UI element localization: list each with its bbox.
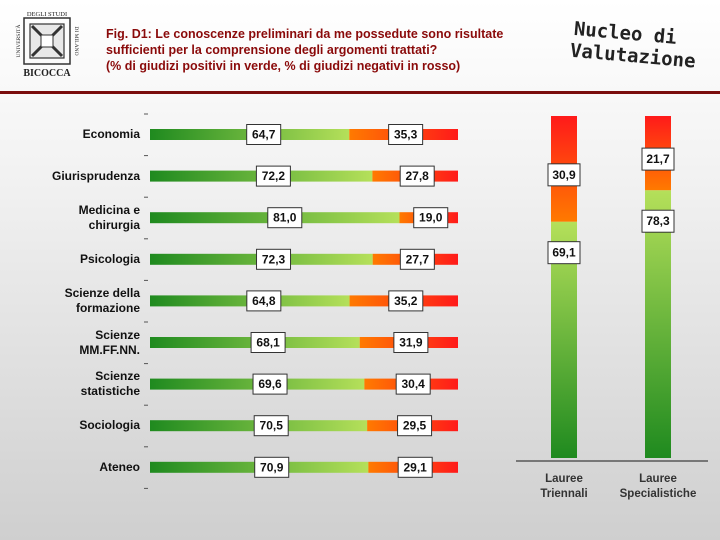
axis-category-label: Triennali	[540, 488, 587, 500]
value-label-box	[388, 290, 424, 312]
value-label-positive: 70,5	[260, 419, 284, 433]
value-label-box	[397, 415, 433, 437]
category-label: Medicina e chirurgia	[78, 202, 140, 232]
value-label-negative: 21,7	[646, 152, 670, 166]
category-label: Economia	[82, 127, 140, 141]
title-line: sufficienti per la comprensione degli ar…	[106, 43, 438, 57]
category-label: Giurisprudenza	[51, 168, 140, 183]
chart-title: Fig. D1: Le conoscenze preliminari da me…	[106, 26, 566, 74]
value-label-negative: 35,2	[394, 294, 418, 308]
value-label-positive: 78,3	[646, 214, 670, 228]
axis-category-label: Specialistiche	[620, 488, 697, 500]
value-label-box	[393, 332, 429, 353]
title-line: Fig. D1: Le conoscenze preliminari da me…	[106, 27, 504, 41]
category-label: Scienze della formazione	[64, 285, 140, 315]
value-label-box	[547, 241, 581, 265]
value-label-negative: 30,4	[402, 377, 426, 391]
value-label-box	[255, 165, 291, 187]
category-label: Psicologia	[79, 251, 140, 266]
value-label-box	[246, 124, 282, 145]
value-label-box	[399, 165, 435, 187]
value-label-box	[397, 456, 433, 478]
category-label: Ateneo	[99, 459, 140, 474]
value-label-positive: 69,6	[258, 377, 282, 391]
value-label-positive: 68,1	[256, 336, 280, 350]
value-label-positive: 64,8	[252, 294, 276, 308]
value-label-box	[399, 248, 435, 270]
value-label-positive: 72,3	[262, 252, 286, 266]
value-label-box	[267, 207, 303, 229]
value-label-box	[388, 124, 424, 145]
logo-left-text: UNIVERSITÀ	[14, 24, 22, 57]
value-label-box	[547, 163, 581, 187]
value-label-negative: 29,5	[403, 419, 427, 433]
category-label: Scienze MM.FF.NN.	[79, 327, 140, 357]
value-label-box	[252, 373, 288, 395]
value-label-box	[256, 248, 292, 270]
value-label-positive: 70,9	[260, 460, 284, 474]
category-label: Sociologia	[79, 418, 140, 433]
value-label-box	[395, 373, 431, 395]
value-label-negative: 29,1	[404, 460, 428, 474]
bicocca-logo-icon: DEGLI STUDI UNIVERSITÀ DI MILANO BICOCCA	[14, 11, 79, 79]
value-label-negative: 27,8	[406, 169, 430, 183]
value-label-positive: 69,1	[552, 246, 576, 260]
logo-bottom-text: BICOCCA	[23, 68, 71, 79]
logo-top-text: DEGLI STUDI	[27, 11, 67, 18]
value-label-positive: 72,2	[262, 169, 286, 183]
value-label-box	[641, 147, 675, 171]
value-label-negative: 30,9	[552, 168, 576, 182]
bicocca-logo: DEGLI STUDI UNIVERSITÀ DI MILANO BICOCCA	[14, 10, 80, 82]
header-rule	[0, 91, 720, 94]
value-label-box	[254, 456, 290, 478]
bar-positive	[645, 190, 671, 459]
value-label-box	[413, 207, 449, 229]
value-label-negative: 31,9	[399, 336, 423, 350]
logo-right-text: DI MILANO	[73, 26, 79, 55]
value-label-negative: 19,0	[419, 211, 443, 225]
value-label-negative: 27,7	[406, 252, 430, 266]
category-label: Scienze statistiche	[80, 369, 140, 399]
value-label-positive: 81,0	[273, 211, 297, 225]
axis-category-label: Lauree	[639, 473, 677, 485]
value-label-box	[250, 332, 286, 353]
title-line: (% di giudizi positivi in verde, % di gi…	[106, 59, 461, 73]
value-label-positive: 64,7	[252, 128, 276, 142]
value-label-negative: 35,3	[394, 128, 418, 142]
value-label-box	[246, 290, 282, 312]
value-label-box	[253, 415, 289, 437]
value-label-box	[641, 209, 675, 233]
axis-category-label: Lauree	[545, 473, 583, 485]
